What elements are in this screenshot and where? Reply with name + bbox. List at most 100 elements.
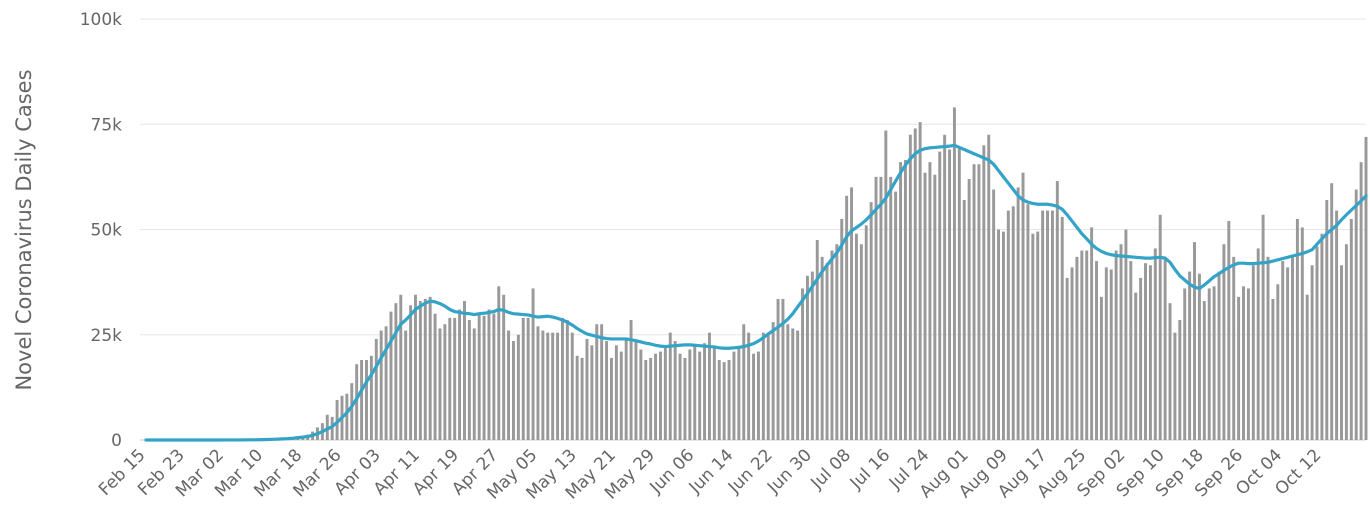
daily-case-bar xyxy=(801,288,805,440)
daily-case-bar xyxy=(644,360,648,440)
daily-case-bar xyxy=(1046,210,1049,440)
daily-case-bar xyxy=(683,357,687,440)
daily-case-bar xyxy=(1104,267,1108,440)
daily-case-bar xyxy=(467,320,471,440)
daily-case-bar xyxy=(835,244,839,440)
daily-case-bar xyxy=(448,317,452,440)
daily-case-bar xyxy=(1197,273,1201,440)
daily-case-bar xyxy=(742,324,746,440)
daily-case-bar xyxy=(458,309,462,440)
daily-case-bar xyxy=(825,263,829,440)
daily-case-bar xyxy=(810,271,814,440)
daily-case-bar xyxy=(1109,269,1113,440)
daily-case-bar xyxy=(1237,296,1241,440)
daily-case-bar xyxy=(1065,277,1069,440)
y-tick-label: 0 xyxy=(111,431,122,451)
daily-case-bar xyxy=(889,176,893,440)
daily-case-bar xyxy=(560,317,564,440)
daily-case-bar xyxy=(1315,246,1319,440)
daily-case-bar xyxy=(948,149,952,440)
daily-case-bar xyxy=(1330,183,1334,440)
daily-case-bar xyxy=(394,303,398,440)
daily-case-bar xyxy=(781,298,785,440)
daily-case-bar xyxy=(1153,248,1157,440)
daily-case-bar xyxy=(546,332,550,440)
daily-case-bar xyxy=(658,351,662,440)
daily-case-bar xyxy=(521,317,525,440)
daily-case-bar xyxy=(1295,218,1299,440)
daily-case-bar xyxy=(864,225,868,440)
daily-case-bar xyxy=(556,332,560,440)
daily-case-bar xyxy=(840,218,844,440)
daily-case-bar xyxy=(507,330,511,440)
daily-case-bar xyxy=(414,294,417,440)
daily-case-bar xyxy=(1325,200,1329,440)
daily-case-bar xyxy=(1163,256,1167,440)
daily-case-bar xyxy=(639,349,643,440)
daily-case-bar xyxy=(791,328,795,440)
daily-case-bar xyxy=(668,332,672,440)
daily-case-bar xyxy=(747,332,751,440)
daily-case-bar xyxy=(673,341,677,440)
daily-case-bar xyxy=(874,176,878,440)
daily-case-bar xyxy=(1144,263,1147,440)
y-tick-label: 75k xyxy=(91,115,123,135)
daily-case-bar xyxy=(1212,286,1216,440)
daily-case-bar xyxy=(879,176,883,440)
daily-case-bar xyxy=(830,250,834,440)
daily-case-bar xyxy=(531,288,535,440)
daily-case-bar xyxy=(512,341,515,440)
daily-case-bar xyxy=(487,309,491,440)
daily-case-bar xyxy=(1188,271,1192,440)
daily-case-bar xyxy=(1119,244,1123,440)
daily-case-bar xyxy=(1344,244,1348,440)
daily-case-bar xyxy=(859,244,863,440)
daily-case-bar xyxy=(707,332,711,440)
moving-average-series xyxy=(144,143,1368,442)
daily-case-bar xyxy=(1158,214,1162,440)
daily-case-bar xyxy=(717,360,721,440)
daily-case-bar xyxy=(1124,229,1128,440)
daily-case-bar xyxy=(850,187,854,440)
daily-case-bar xyxy=(350,383,354,440)
daily-case-bar xyxy=(585,338,589,440)
daily-case-bar xyxy=(913,128,917,440)
daily-case-bar xyxy=(1242,286,1245,440)
daily-case-bar xyxy=(404,330,408,440)
daily-case-bar xyxy=(389,311,393,440)
daily-case-bar xyxy=(693,345,697,440)
daily-case-bar xyxy=(600,324,604,440)
daily-case-bar xyxy=(1050,210,1054,440)
daily-case-bar xyxy=(908,134,912,440)
daily-case-bar xyxy=(761,332,765,440)
daily-case-bar xyxy=(355,364,359,440)
daily-case-bar xyxy=(580,357,584,440)
moving-average-line xyxy=(144,143,1368,442)
daily-case-bar xyxy=(884,130,888,440)
daily-case-bar xyxy=(987,134,991,440)
daily-case-bar xyxy=(972,164,976,440)
daily-case-bar xyxy=(365,360,368,440)
daily-case-bar xyxy=(1006,210,1010,440)
daily-case-bar xyxy=(820,256,824,440)
daily-case-bar xyxy=(1193,242,1196,440)
daily-case-bar xyxy=(1281,261,1285,440)
daily-case-bar xyxy=(943,134,947,440)
daily-case-bar xyxy=(551,332,555,440)
daily-case-bar xyxy=(1217,271,1221,440)
daily-case-bar xyxy=(1085,250,1089,440)
daily-case-bar xyxy=(1099,296,1103,440)
daily-case-bar xyxy=(776,298,780,440)
daily-case-bar xyxy=(1148,265,1152,440)
daily-case-bar xyxy=(492,313,496,440)
daily-case-bar xyxy=(1364,136,1368,440)
y-tick-label: 100k xyxy=(80,10,122,30)
x-tick-label: Jul 16 xyxy=(846,445,894,493)
daily-case-bar xyxy=(619,351,623,440)
daily-case-bar xyxy=(1036,231,1040,440)
daily-case-bar xyxy=(369,355,373,440)
daily-case-bar xyxy=(624,338,628,440)
daily-case-bar xyxy=(663,347,667,440)
daily-case-bar xyxy=(722,362,726,440)
